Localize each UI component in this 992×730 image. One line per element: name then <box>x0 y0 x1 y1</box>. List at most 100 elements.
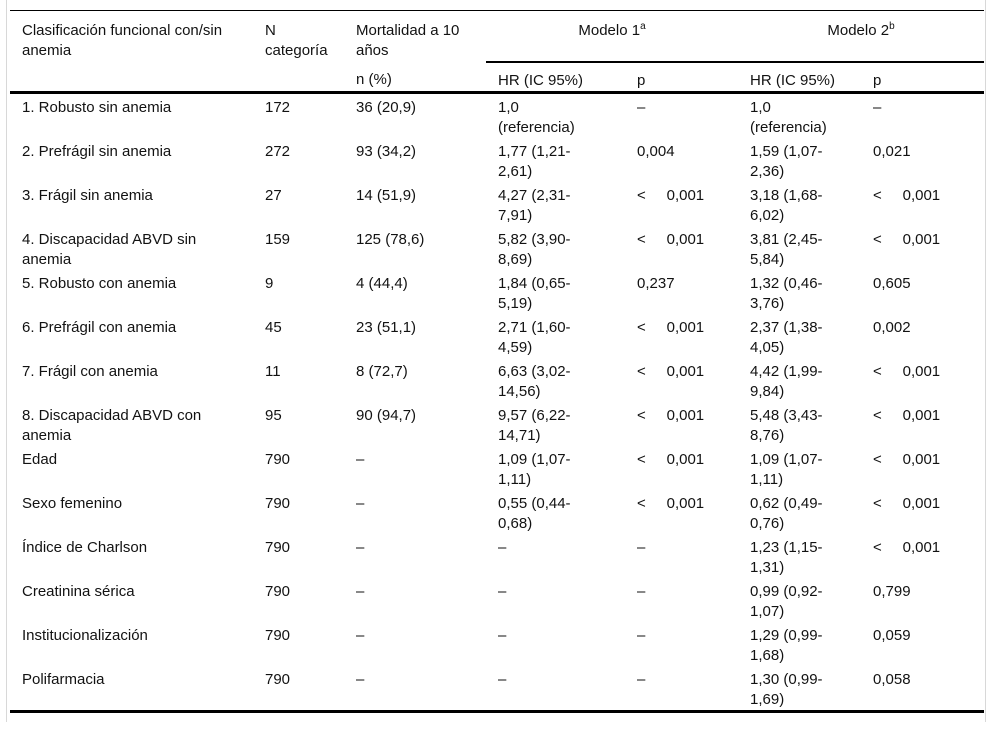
header-hr-model1: HR (IC 95%) <box>498 71 584 89</box>
table-row: 6. Prefrágil con anemia 45 23 (51,1) 2,7… <box>10 314 984 358</box>
table-row: 8. Discapacidad ABVD con anemia 95 90 (9… <box>10 402 984 446</box>
header-row-top: Clasificación funcional con/sin anemia N… <box>10 10 984 63</box>
cell-hr-model1: 1,0 (referencia) <box>498 99 575 136</box>
cell-n-category: 45 <box>265 319 282 336</box>
cell-hr-model1: – <box>498 583 507 600</box>
cell-hr-model1: 6,63 (3,02- 14,56) <box>498 363 571 400</box>
cell-hr-model2: 4,42 (1,99- 9,84) <box>750 363 823 400</box>
cell-hr-model2: 0,99 (0,92- 1,07) <box>750 583 823 620</box>
cell-p-model2: < 0,001 <box>873 539 941 556</box>
cell-p-model1: < 0,001 <box>637 187 705 204</box>
cell-classification: 6. Prefrágil con anemia <box>22 319 177 336</box>
cell-p-model1: – <box>637 99 646 116</box>
table-row: 1. Robusto sin anemia 172 36 (20,9) 1,0 … <box>10 93 984 139</box>
cell-p-model2: < 0,001 <box>873 451 941 468</box>
cell-n-category: 272 <box>265 143 291 160</box>
header-mortality: Mortalidad a 10 años <box>356 22 460 59</box>
cell-hr-model1: 0,55 (0,44- 0,68) <box>498 495 571 532</box>
cell-p-model2: 0,002 <box>873 319 911 336</box>
cell-mortality: 8 (72,7) <box>356 363 408 380</box>
table-body: 1. Robusto sin anemia 172 36 (20,9) 1,0 … <box>10 93 984 712</box>
cell-n-category: 95 <box>265 407 282 424</box>
cell-p-model2: < 0,001 <box>873 363 941 380</box>
table-row: Creatinina sérica 790 – – – 0,99 (0,92- … <box>10 578 984 622</box>
cell-mortality: – <box>356 671 365 688</box>
cell-hr-model2: 1,32 (0,46- 3,76) <box>750 275 823 312</box>
cell-n-category: 11 <box>265 363 281 380</box>
cell-classification: 7. Frágil con anemia <box>22 363 158 380</box>
header-p-model1: p <box>637 71 646 89</box>
model1-label: Modelo 1 <box>578 22 641 39</box>
table-row: 5. Robusto con anemia 9 4 (44,4) 1,84 (0… <box>10 270 984 314</box>
cell-mortality: 36 (20,9) <box>356 99 417 116</box>
cell-p-model2: < 0,001 <box>873 495 941 512</box>
cell-mortality: 14 (51,9) <box>356 187 417 204</box>
cell-n-category: 790 <box>265 539 291 556</box>
cell-mortality: 125 (78,6) <box>356 231 425 248</box>
cell-p-model2: < 0,001 <box>873 231 941 248</box>
cell-classification: 3. Frágil sin anemia <box>22 187 153 204</box>
table-row: 2. Prefrágil sin anemia 272 93 (34,2) 1,… <box>10 138 984 182</box>
cell-classification: Sexo femenino <box>22 495 123 512</box>
cell-p-model2: 0,059 <box>873 627 911 644</box>
header-n-pct: n (%) <box>356 70 392 88</box>
cell-p-model1: < 0,001 <box>637 451 705 468</box>
cell-hr-model2: 0,62 (0,49- 0,76) <box>750 495 823 532</box>
cell-hr-model2: 1,59 (1,07- 2,36) <box>750 143 823 180</box>
header-row-sub: n (%) HR (IC 95%) p HR (IC 95%) p <box>10 62 984 93</box>
cell-p-model2: < 0,001 <box>873 407 941 424</box>
cell-n-category: 790 <box>265 671 291 688</box>
table-row: Institucionalización 790 – – – 1,29 (0,9… <box>10 622 984 666</box>
cell-n-category: 790 <box>265 451 291 468</box>
cell-hr-model2: 2,37 (1,38- 4,05) <box>750 319 823 356</box>
cell-hr-model1: 1,77 (1,21- 2,61) <box>498 143 571 180</box>
cell-p-model1: – <box>637 671 646 688</box>
cell-mortality: – <box>356 451 365 468</box>
cell-mortality: – <box>356 539 365 556</box>
header-hr-model2: HR (IC 95%) <box>750 71 836 89</box>
table-row: 4. Discapacidad ABVD sin anemia 159 125 … <box>10 226 984 270</box>
results-table: Clasificación funcional con/sin anemia N… <box>10 10 984 713</box>
cell-p-model1: < 0,001 <box>637 495 705 512</box>
cell-hr-model1: 4,27 (2,31- 7,91) <box>498 187 571 224</box>
cell-hr-model1: – <box>498 539 507 556</box>
cell-hr-model2: 3,18 (1,68- 6,02) <box>750 187 823 224</box>
cell-p-model1: – <box>637 627 646 644</box>
cell-p-model1: 0,237 <box>637 275 675 292</box>
table-row: 3. Frágil sin anemia 27 14 (51,9) 4,27 (… <box>10 182 984 226</box>
cell-n-category: 172 <box>265 99 291 116</box>
cell-n-category: 9 <box>265 275 274 292</box>
cell-n-category: 790 <box>265 495 291 512</box>
cell-classification: 8. Discapacidad ABVD con anemia <box>22 407 202 444</box>
cell-p-model1: < 0,001 <box>637 319 705 336</box>
cell-hr-model2: 3,81 (2,45- 5,84) <box>750 231 823 268</box>
cell-classification: 1. Robusto sin anemia <box>22 99 172 116</box>
cell-hr-model1: 9,57 (6,22- 14,71) <box>498 407 571 444</box>
cell-hr-model1: 5,82 (3,90- 8,69) <box>498 231 571 268</box>
cell-hr-model1: – <box>498 671 507 688</box>
cell-mortality: 93 (34,2) <box>356 143 417 160</box>
cell-mortality: – <box>356 495 365 512</box>
cell-classification: Creatinina sérica <box>22 583 135 600</box>
cell-mortality: – <box>356 627 365 644</box>
model2-label: Modelo 2 <box>827 22 890 39</box>
cell-p-model2: 0,058 <box>873 671 911 688</box>
cell-hr-model1: 2,71 (1,60- 4,59) <box>498 319 571 356</box>
header-model1: Modelo 1a <box>486 10 738 63</box>
cell-hr-model2: 1,09 (1,07- 1,11) <box>750 451 823 488</box>
cell-classification: Polifarmacia <box>22 671 105 688</box>
cell-hr-model2: 1,0 (referencia) <box>750 99 827 136</box>
cell-p-model1: – <box>637 583 646 600</box>
table-row: 7. Frágil con anemia 11 8 (72,7) 6,63 (3… <box>10 358 984 402</box>
cell-classification: Institucionalización <box>22 627 148 644</box>
model1-footnote-marker: a <box>640 21 646 32</box>
cell-p-model2: 0,799 <box>873 583 911 600</box>
header-p-model2: p <box>873 71 882 89</box>
cell-classification: 4. Discapacidad ABVD sin anemia <box>22 231 197 268</box>
header-model2: Modelo 2b <box>738 10 984 63</box>
cell-hr-model2: 1,29 (0,99- 1,68) <box>750 627 823 664</box>
cell-classification: 2. Prefrágil sin anemia <box>22 143 172 160</box>
cell-hr-model1: – <box>498 627 507 644</box>
cell-hr-model2: 1,30 (0,99- 1,69) <box>750 671 823 708</box>
table-frame: Clasificación funcional con/sin anemia N… <box>6 0 986 722</box>
